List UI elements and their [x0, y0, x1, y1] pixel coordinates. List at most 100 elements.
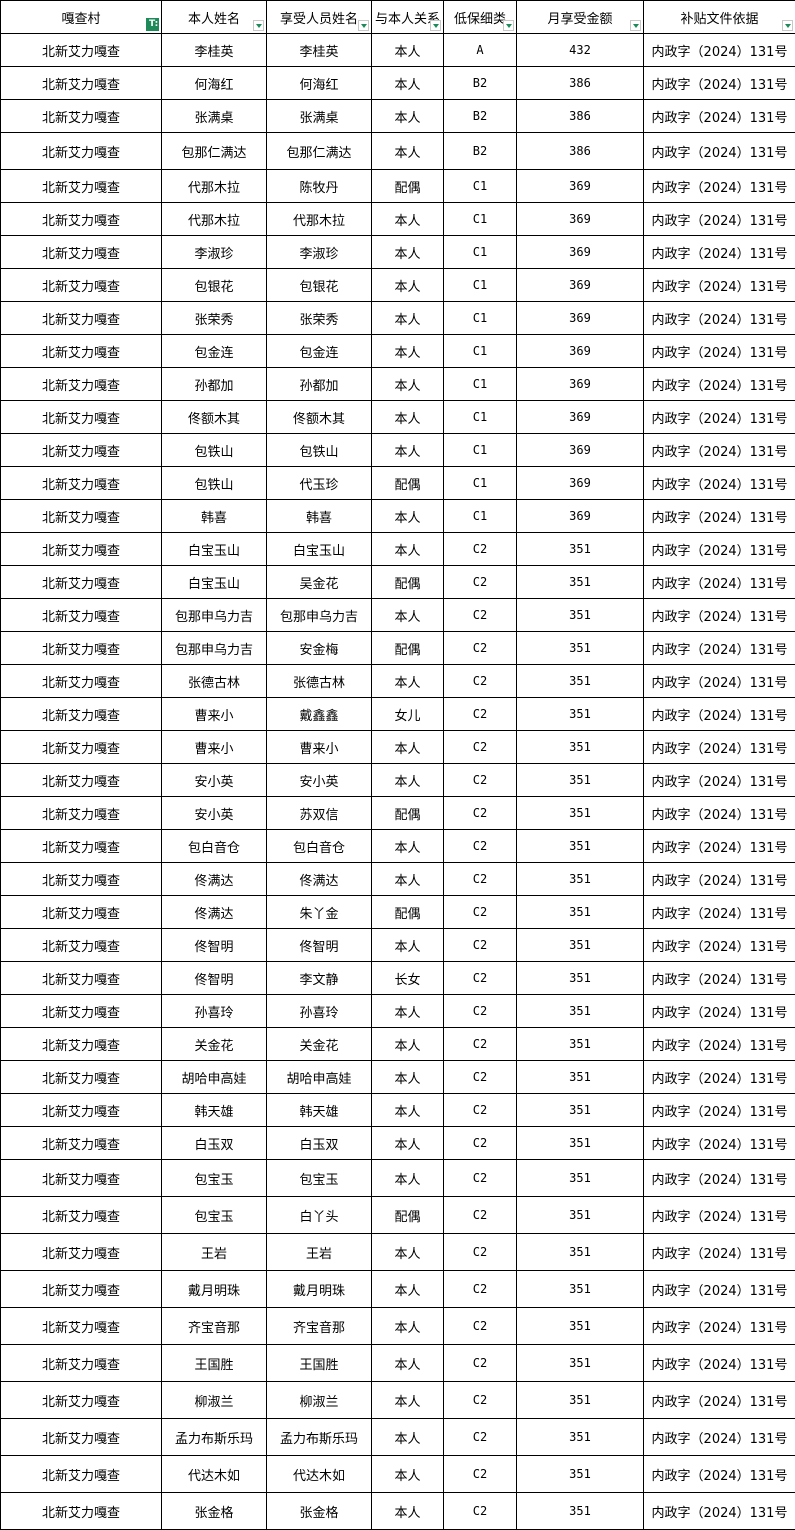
cell-relationship[interactable]: 配偶 [372, 566, 444, 599]
cell-subsidy-class[interactable]: C1 [444, 170, 517, 203]
cell-relationship[interactable]: 本人 [372, 1308, 444, 1345]
cell-policy-document[interactable]: 内政字（2024）131号 [644, 698, 795, 731]
cell-relationship[interactable]: 本人 [372, 133, 444, 170]
cell-relationship[interactable]: 本人 [372, 1234, 444, 1271]
cell-policy-document[interactable]: 内政字（2024）131号 [644, 467, 795, 500]
cell-beneficiary-name[interactable]: 李桂英 [267, 34, 372, 67]
cell-monthly-amount[interactable]: 351 [517, 1345, 644, 1382]
cell-relationship[interactable]: 女儿 [372, 698, 444, 731]
cell-village[interactable]: 北新艾力嘎查 [1, 34, 162, 67]
cell-beneficiary-name[interactable]: 孙都加 [267, 368, 372, 401]
cell-policy-document[interactable]: 内政字（2024）131号 [644, 797, 795, 830]
cell-village[interactable]: 北新艾力嘎查 [1, 133, 162, 170]
cell-subsidy-class[interactable]: C2 [444, 764, 517, 797]
cell-relationship[interactable]: 本人 [372, 236, 444, 269]
cell-monthly-amount[interactable]: 369 [517, 467, 644, 500]
cell-beneficiary-name[interactable]: 包白音仓 [267, 830, 372, 863]
cell-beneficiary-name[interactable]: 何海红 [267, 67, 372, 100]
cell-relationship[interactable]: 本人 [372, 1094, 444, 1127]
cell-relationship[interactable]: 本人 [372, 1493, 444, 1530]
cell-own-name[interactable]: 白宝玉山 [162, 566, 267, 599]
cell-relationship[interactable]: 本人 [372, 995, 444, 1028]
cell-village[interactable]: 北新艾力嘎查 [1, 100, 162, 133]
cell-village[interactable]: 北新艾力嘎查 [1, 1456, 162, 1493]
cell-beneficiary-name[interactable]: 白宝玉山 [267, 533, 372, 566]
cell-subsidy-class[interactable]: C2 [444, 1094, 517, 1127]
cell-village[interactable]: 北新艾力嘎查 [1, 1160, 162, 1197]
cell-subsidy-class[interactable]: C2 [444, 929, 517, 962]
cell-relationship[interactable]: 本人 [372, 302, 444, 335]
cell-beneficiary-name[interactable]: 佟额木其 [267, 401, 372, 434]
cell-own-name[interactable]: 包宝玉 [162, 1160, 267, 1197]
cell-village[interactable]: 北新艾力嘎查 [1, 698, 162, 731]
cell-subsidy-class[interactable]: C1 [444, 500, 517, 533]
cell-village[interactable]: 北新艾力嘎查 [1, 302, 162, 335]
cell-policy-document[interactable]: 内政字（2024）131号 [644, 34, 795, 67]
filter-dropdown-icon[interactable] [782, 20, 793, 31]
cell-village[interactable]: 北新艾力嘎查 [1, 632, 162, 665]
cell-village[interactable]: 北新艾力嘎查 [1, 665, 162, 698]
cell-monthly-amount[interactable]: 351 [517, 995, 644, 1028]
cell-subsidy-class[interactable]: C2 [444, 995, 517, 1028]
cell-beneficiary-name[interactable]: 张金格 [267, 1493, 372, 1530]
cell-village[interactable]: 北新艾力嘎查 [1, 1061, 162, 1094]
cell-village[interactable]: 北新艾力嘎查 [1, 1271, 162, 1308]
cell-subsidy-class[interactable]: C2 [444, 1271, 517, 1308]
cell-own-name[interactable]: 张金格 [162, 1493, 267, 1530]
cell-policy-document[interactable]: 内政字（2024）131号 [644, 1028, 795, 1061]
cell-subsidy-class[interactable]: C1 [444, 434, 517, 467]
cell-own-name[interactable]: 包铁山 [162, 434, 267, 467]
cell-village[interactable]: 北新艾力嘎查 [1, 236, 162, 269]
cell-relationship[interactable]: 本人 [372, 1345, 444, 1382]
cell-relationship[interactable]: 本人 [372, 731, 444, 764]
cell-beneficiary-name[interactable]: 齐宝音那 [267, 1308, 372, 1345]
cell-own-name[interactable]: 王国胜 [162, 1345, 267, 1382]
cell-beneficiary-name[interactable]: 代那木拉 [267, 203, 372, 236]
cell-own-name[interactable]: 李桂英 [162, 34, 267, 67]
cell-relationship[interactable]: 配偶 [372, 170, 444, 203]
cell-village[interactable]: 北新艾力嘎查 [1, 764, 162, 797]
filter-dropdown-icon[interactable] [253, 20, 264, 31]
cell-village[interactable]: 北新艾力嘎查 [1, 203, 162, 236]
cell-policy-document[interactable]: 内政字（2024）131号 [644, 995, 795, 1028]
cell-village[interactable]: 北新艾力嘎查 [1, 1197, 162, 1234]
cell-subsidy-class[interactable]: C2 [444, 1308, 517, 1345]
cell-policy-document[interactable]: 内政字（2024）131号 [644, 1271, 795, 1308]
cell-beneficiary-name[interactable]: 韩喜 [267, 500, 372, 533]
cell-subsidy-class[interactable]: C2 [444, 1345, 517, 1382]
cell-beneficiary-name[interactable]: 佟智明 [267, 929, 372, 962]
cell-monthly-amount[interactable]: 351 [517, 632, 644, 665]
cell-own-name[interactable]: 齐宝音那 [162, 1308, 267, 1345]
cell-own-name[interactable]: 孙喜玲 [162, 995, 267, 1028]
cell-monthly-amount[interactable]: 369 [517, 203, 644, 236]
cell-beneficiary-name[interactable]: 包宝玉 [267, 1160, 372, 1197]
cell-monthly-amount[interactable]: 351 [517, 1094, 644, 1127]
cell-subsidy-class[interactable]: C2 [444, 731, 517, 764]
cell-monthly-amount[interactable]: 351 [517, 896, 644, 929]
cell-monthly-amount[interactable]: 351 [517, 764, 644, 797]
cell-policy-document[interactable]: 内政字（2024）131号 [644, 1419, 795, 1456]
cell-beneficiary-name[interactable]: 戴月明珠 [267, 1271, 372, 1308]
cell-monthly-amount[interactable]: 369 [517, 434, 644, 467]
cell-beneficiary-name[interactable]: 关金花 [267, 1028, 372, 1061]
cell-beneficiary-name[interactable]: 韩天雄 [267, 1094, 372, 1127]
cell-village[interactable]: 北新艾力嘎查 [1, 995, 162, 1028]
cell-policy-document[interactable]: 内政字（2024）131号 [644, 1382, 795, 1419]
cell-own-name[interactable]: 包金连 [162, 335, 267, 368]
cell-relationship[interactable]: 长女 [372, 962, 444, 995]
cell-monthly-amount[interactable]: 369 [517, 170, 644, 203]
cell-relationship[interactable]: 配偶 [372, 467, 444, 500]
cell-subsidy-class[interactable]: C1 [444, 335, 517, 368]
cell-policy-document[interactable]: 内政字（2024）131号 [644, 1061, 795, 1094]
cell-policy-document[interactable]: 内政字（2024）131号 [644, 1308, 795, 1345]
cell-own-name[interactable]: 代那木拉 [162, 170, 267, 203]
cell-policy-document[interactable]: 内政字（2024）131号 [644, 100, 795, 133]
cell-beneficiary-name[interactable]: 柳淑兰 [267, 1382, 372, 1419]
cell-policy-document[interactable]: 内政字（2024）131号 [644, 1234, 795, 1271]
cell-own-name[interactable]: 包银花 [162, 269, 267, 302]
cell-policy-document[interactable]: 内政字（2024）131号 [644, 665, 795, 698]
cell-village[interactable]: 北新艾力嘎查 [1, 1382, 162, 1419]
cell-subsidy-class[interactable]: C2 [444, 1493, 517, 1530]
cell-monthly-amount[interactable]: 351 [517, 566, 644, 599]
cell-policy-document[interactable]: 内政字（2024）131号 [644, 830, 795, 863]
